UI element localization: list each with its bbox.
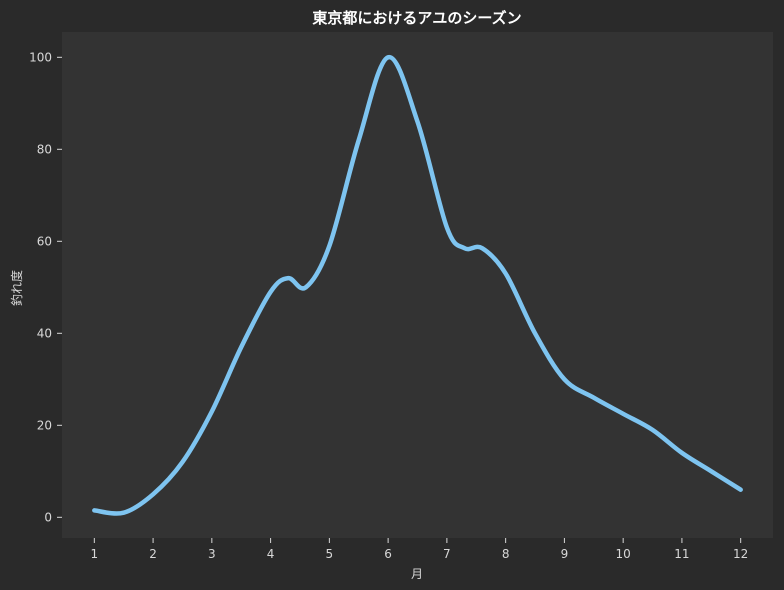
y-tick-label: 20 xyxy=(37,418,52,432)
x-tick-label: 12 xyxy=(733,547,748,561)
y-tick-label: 60 xyxy=(37,234,52,248)
x-tick-label: 2 xyxy=(149,547,157,561)
y-axis: 0 20 40 60 80 100 xyxy=(29,50,62,524)
x-tick-label: 10 xyxy=(616,547,631,561)
x-tick-label: 7 xyxy=(443,547,451,561)
y-tick-label: 100 xyxy=(29,50,52,64)
x-tick-label: 5 xyxy=(326,547,334,561)
x-axis: 1 2 3 4 5 6 7 8 9 10 11 12 xyxy=(90,538,748,561)
x-tick-label: 6 xyxy=(384,547,392,561)
series-layer xyxy=(92,55,743,516)
y-tick-label: 0 xyxy=(44,510,52,524)
x-axis-label: 月 xyxy=(411,567,423,581)
x-tick-label: 9 xyxy=(561,547,569,561)
x-tick-label: 8 xyxy=(502,547,510,561)
y-tick-label: 40 xyxy=(37,326,52,340)
x-tick-label: 4 xyxy=(267,547,275,561)
y-tick-label: 80 xyxy=(37,142,52,156)
x-tick-label: 1 xyxy=(90,547,98,561)
y-axis-label: 釣れ度 xyxy=(9,270,24,306)
plot-area xyxy=(62,32,773,538)
x-tick-label: 3 xyxy=(208,547,216,561)
x-tick-label: 11 xyxy=(674,547,689,561)
series-line-0 xyxy=(92,55,743,516)
chart-title: 東京都におけるアユのシーズン xyxy=(312,9,521,27)
